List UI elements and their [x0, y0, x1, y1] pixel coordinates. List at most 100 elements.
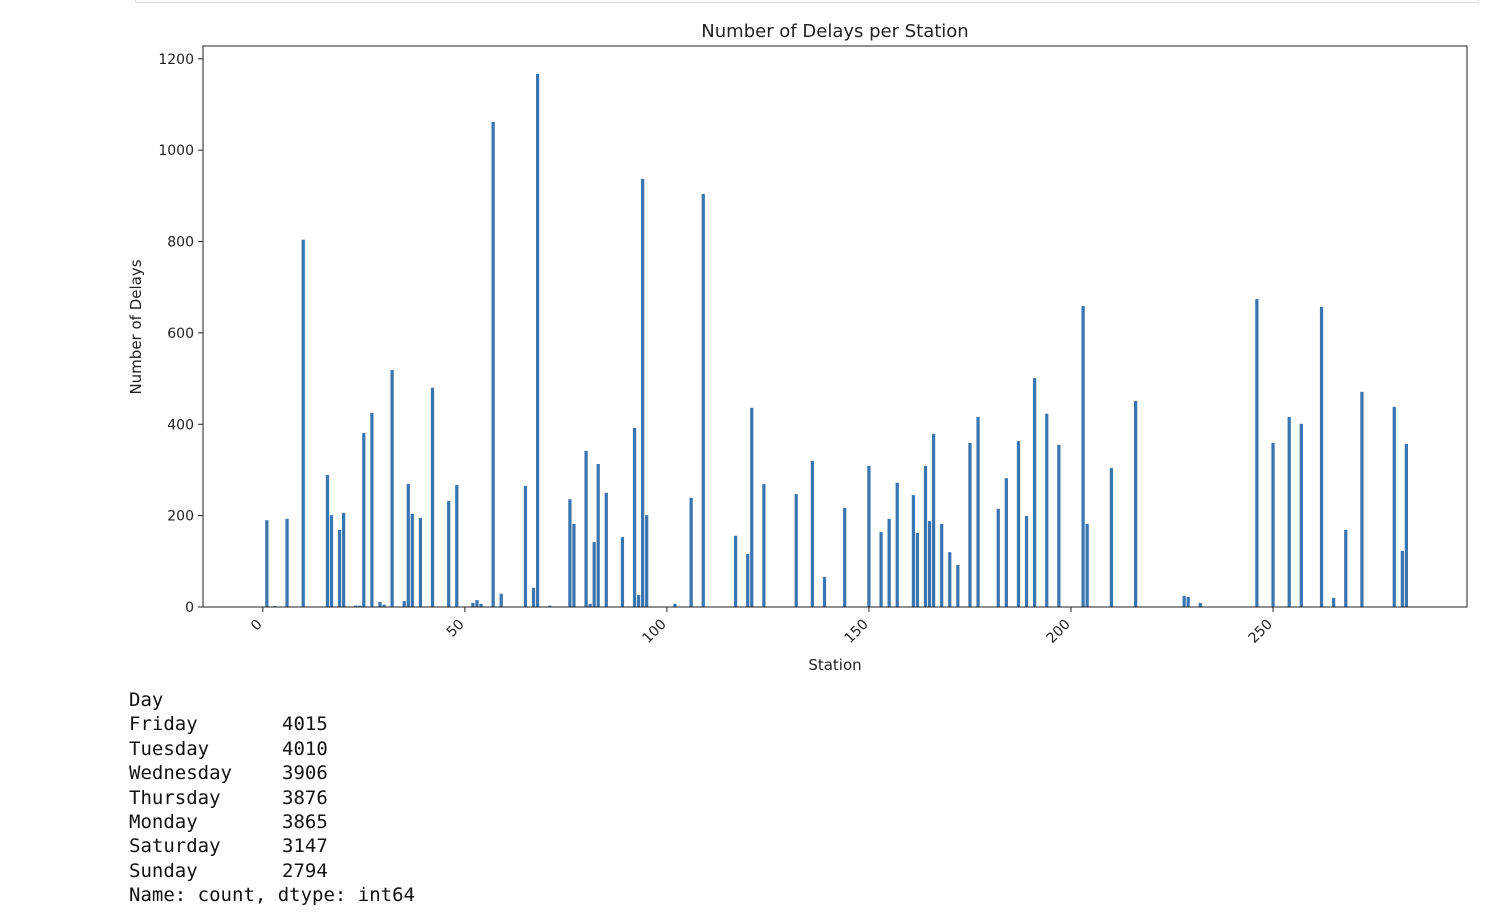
- bar: [976, 416, 980, 607]
- bar: [956, 564, 960, 607]
- bar: [572, 523, 576, 607]
- y-tick-label: 600: [167, 326, 194, 342]
- chart: Number of Delays per Station Station Num…: [127, 21, 1468, 674]
- bar: [911, 495, 916, 607]
- output-text: 4010: [282, 737, 328, 760]
- bar: [1182, 596, 1186, 607]
- x-tick-label: 200: [1044, 617, 1074, 647]
- y-tick-label: 800: [167, 235, 194, 251]
- output-row: Thursday 3876: [129, 786, 415, 810]
- bar: [923, 465, 928, 607]
- bar: [531, 587, 536, 607]
- bar: [358, 605, 362, 607]
- bar: [1109, 468, 1114, 607]
- output-text: Tuesday: [129, 737, 210, 760]
- bar: [596, 464, 600, 607]
- bar: [641, 178, 645, 607]
- bar: [689, 497, 693, 607]
- bar: [471, 602, 475, 607]
- output-row: Monday 3865: [129, 810, 415, 834]
- bar: [1299, 423, 1303, 607]
- bar: [1271, 442, 1275, 607]
- bar: [548, 605, 552, 607]
- x-tick-label: 250: [1246, 617, 1276, 647]
- output-text: Wednesday: [129, 762, 232, 785]
- bar: [1186, 596, 1190, 607]
- bar: [329, 515, 334, 607]
- bar: [325, 474, 330, 607]
- bar: [475, 600, 479, 607]
- bar: [762, 484, 766, 607]
- chart-title: Number of Delays per Station: [701, 21, 968, 42]
- bar: [1024, 516, 1029, 607]
- bar: [895, 482, 899, 607]
- y-tick-label: 0: [185, 600, 194, 616]
- bar: [430, 387, 435, 607]
- bar: [1404, 443, 1409, 607]
- y-tick-label: 400: [167, 417, 194, 433]
- bar: [867, 465, 871, 607]
- bar: [568, 499, 572, 607]
- output-row: Sunday 2794: [129, 859, 415, 883]
- bar: [410, 513, 414, 607]
- bar: [750, 407, 754, 607]
- bar: [584, 450, 588, 607]
- bar: [1319, 306, 1324, 607]
- cell-border: [135, 0, 1479, 3]
- y-tick-label: 1200: [158, 52, 194, 68]
- bar: [701, 194, 705, 607]
- bar: [406, 484, 410, 607]
- output-text: Name: count, dtype: int64: [129, 884, 415, 907]
- bar: [592, 542, 596, 607]
- bar: [822, 576, 827, 607]
- output-text: Monday: [129, 811, 198, 834]
- bar: [1033, 378, 1037, 607]
- bar: [390, 369, 394, 607]
- bar: [604, 492, 608, 607]
- output-row: Tuesday 4010: [129, 737, 415, 761]
- output-text: Saturday: [129, 835, 221, 858]
- bar: [378, 601, 382, 607]
- bar: [931, 433, 936, 607]
- output-text: Day: [129, 689, 164, 711]
- bar: [1255, 299, 1259, 607]
- output-row: Wednesday 3906: [129, 761, 415, 785]
- bar: [996, 508, 1000, 607]
- bar: [645, 515, 649, 607]
- bar: [362, 432, 366, 607]
- bar: [927, 521, 932, 607]
- output-text: Thursday: [129, 786, 221, 809]
- bar: [265, 520, 269, 607]
- bar: [1287, 416, 1291, 607]
- bar: [491, 121, 495, 607]
- x-axis-label: Station: [808, 656, 861, 674]
- bar: [1332, 597, 1336, 607]
- output-text: Friday: [129, 713, 198, 736]
- bar: [1392, 406, 1396, 607]
- bar: [794, 494, 798, 607]
- bar: [1045, 413, 1049, 607]
- bar: [733, 535, 738, 607]
- x-tick-label: 50: [444, 617, 468, 641]
- text-output: Day Friday 4015 Tuesday 4010 Wednesday 3906 Thu…: [129, 688, 415, 908]
- bar: [940, 523, 944, 607]
- output-text: 3876: [282, 786, 328, 809]
- output-row: Friday 4015: [129, 712, 415, 736]
- bar: [1134, 400, 1138, 607]
- output-text: 4015: [282, 713, 328, 736]
- bar: [1081, 305, 1085, 607]
- bar: [620, 537, 625, 607]
- output-header: Day: [129, 688, 415, 712]
- bar: [1085, 523, 1089, 607]
- bar: [285, 518, 289, 607]
- output-text: 3906: [282, 762, 328, 785]
- bar: [535, 73, 540, 608]
- output-text: 3147: [282, 835, 328, 858]
- output-footer: Name: count, dtype: int64: [129, 883, 415, 907]
- bar: [1198, 602, 1202, 607]
- bar: [1400, 550, 1404, 607]
- bar: [370, 412, 374, 607]
- bar: [499, 593, 503, 607]
- output-row: Saturday 3147: [129, 834, 415, 858]
- plot-frame: [202, 45, 1468, 608]
